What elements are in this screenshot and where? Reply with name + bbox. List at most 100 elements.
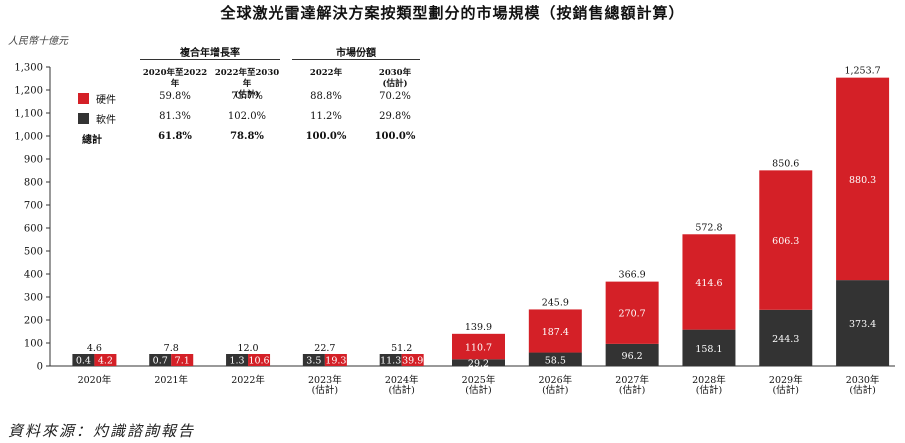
x-tick-label: (估計) xyxy=(696,384,722,396)
bar-software-labelbox xyxy=(302,354,325,366)
total-value-label: 245.9 xyxy=(542,297,569,308)
bar-hardware-labelbox xyxy=(171,354,194,366)
y-tick-label: 300 xyxy=(24,293,43,304)
unit-label: 人民幣十億元 xyxy=(8,36,68,47)
table-row-hardware-name: 硬件 xyxy=(96,95,116,106)
x-tick-label: 2024年 xyxy=(385,374,419,386)
y-tick-label: 1,100 xyxy=(14,109,43,120)
bar-hardware-labelbox xyxy=(401,354,424,366)
software-value-label: 373.4 xyxy=(849,319,876,330)
bar-hardware xyxy=(605,281,659,344)
bar-software xyxy=(605,343,659,366)
hardware-value-label: 187.4 xyxy=(542,327,569,338)
y-tick-label: 500 xyxy=(24,247,43,258)
software-value-label: 29.2 xyxy=(468,359,489,370)
table-cell: 61.8% xyxy=(158,131,192,142)
x-tick-label: 2022年 xyxy=(231,374,265,386)
x-tick-label: 2020年 xyxy=(78,374,112,386)
table-cell: 78.8% xyxy=(230,131,264,142)
total-value-label: 12.0 xyxy=(237,343,258,354)
table-col-2022-2030: 2022年至2030年 (估計) xyxy=(212,68,282,101)
y-tick-label: 900 xyxy=(24,155,43,166)
table-cell: 100.0% xyxy=(305,131,347,142)
bar-software xyxy=(836,280,890,366)
table-cell: 11.2% xyxy=(310,111,342,122)
x-tick-label: 2028年 xyxy=(692,374,726,386)
bar-software-labelbox xyxy=(149,354,172,366)
software-value-label: 0.4 xyxy=(76,356,91,367)
y-tick-label: 0 xyxy=(37,362,43,373)
x-tick-label: 2030年 xyxy=(846,374,880,386)
x-tick-label: (估計) xyxy=(849,384,875,396)
software-value-label: 0.7 xyxy=(153,356,168,367)
table-col-2022-2030-sub: (估計) xyxy=(234,90,260,100)
bar-software-labelbox xyxy=(379,354,402,366)
bar-hardware xyxy=(528,309,582,353)
x-tick-label: 2027年 xyxy=(615,374,649,386)
hardware-swatch xyxy=(78,93,89,104)
total-value-label: 366.9 xyxy=(619,270,646,281)
x-tick-label: 2023年 xyxy=(308,374,342,386)
x-tick-label: 2025年 xyxy=(462,374,496,386)
table-cell: 29.8% xyxy=(379,111,411,122)
total-value-label: 4.6 xyxy=(87,343,102,354)
y-tick-label: 400 xyxy=(24,270,43,281)
hardware-value-label: 4.2 xyxy=(98,356,113,367)
table-group-cagr: 複合年增長率 xyxy=(180,48,240,59)
x-tick-label: (估計) xyxy=(465,384,491,396)
bar-software-labelbox xyxy=(72,354,95,366)
chart-title: 全球激光雷達解決方案按類型劃分的市場規模（按銷售總額計算） xyxy=(220,4,685,22)
table-group-share: 市場份額 xyxy=(336,48,376,59)
total-value-label: 7.8 xyxy=(164,343,179,354)
x-tick-label: (估計) xyxy=(542,384,568,396)
total-value-label: 1,253.7 xyxy=(844,66,880,77)
software-value-label: 11.3 xyxy=(380,356,401,367)
software-value-label: 58.5 xyxy=(545,355,566,366)
table-rule xyxy=(140,59,280,60)
hardware-value-label: 19.3 xyxy=(325,356,346,367)
chart-plot: 0 100 200 300 400 500 600 700 800 900 1,000 1,100 1,… xyxy=(14,63,895,396)
table-cell: 102.0% xyxy=(227,111,267,122)
source-note: 資料來源：灼識諮詢報告 xyxy=(8,422,196,440)
y-tick-label: 800 xyxy=(24,178,43,189)
hardware-value-label: 606.3 xyxy=(772,236,799,247)
table-cell: 88.8% xyxy=(310,91,342,102)
y-tick-label: 600 xyxy=(24,224,43,235)
software-value-label: 1.3 xyxy=(229,356,244,367)
bar-software-labelbox xyxy=(226,354,249,366)
table-col-2022: 2022年 xyxy=(309,68,343,78)
table-rule xyxy=(292,59,420,60)
table-cell: 81.3% xyxy=(159,111,191,122)
table-cell: 70.2% xyxy=(379,91,411,102)
bar-hardware xyxy=(836,77,890,281)
table-row-total-name: 總計 xyxy=(82,135,102,146)
table-col-2030-sub: (估計) xyxy=(382,79,408,89)
x-tick-label: 2029年 xyxy=(769,374,803,386)
software-value-label: 158.1 xyxy=(695,344,722,355)
table-cell: 73.7% xyxy=(231,91,263,102)
hardware-value-label: 110.7 xyxy=(465,343,492,354)
table-row-software-name: 軟件 xyxy=(96,115,116,126)
hardware-value-label: 880.3 xyxy=(849,175,876,186)
table-col-2022-2030-label: 2022年至2030年 xyxy=(214,68,280,89)
y-tick-label: 1,300 xyxy=(14,63,43,74)
bar-software xyxy=(452,359,505,366)
table-col-2020-2022: 2020年至2022年 xyxy=(142,68,208,89)
bar-software xyxy=(682,329,736,366)
bar-software xyxy=(759,309,813,366)
y-tick-label: 1,000 xyxy=(14,132,43,143)
software-value-label: 244.3 xyxy=(772,334,799,345)
total-value-label: 572.8 xyxy=(695,222,722,233)
y-tick-label: 200 xyxy=(24,316,43,327)
total-value-label: 139.9 xyxy=(465,322,492,333)
bar-hardware xyxy=(452,333,505,360)
y-tick-label: 700 xyxy=(24,201,43,212)
bar-hardware xyxy=(759,170,813,310)
hardware-value-label: 10.6 xyxy=(248,356,269,367)
y-tick-label: 100 xyxy=(24,339,43,350)
table-cell: 59.8% xyxy=(159,91,191,102)
software-swatch xyxy=(78,113,89,124)
bar-hardware-labelbox xyxy=(248,354,271,366)
x-tick-label: (估計) xyxy=(312,384,338,396)
total-value-label: 850.6 xyxy=(772,158,799,169)
